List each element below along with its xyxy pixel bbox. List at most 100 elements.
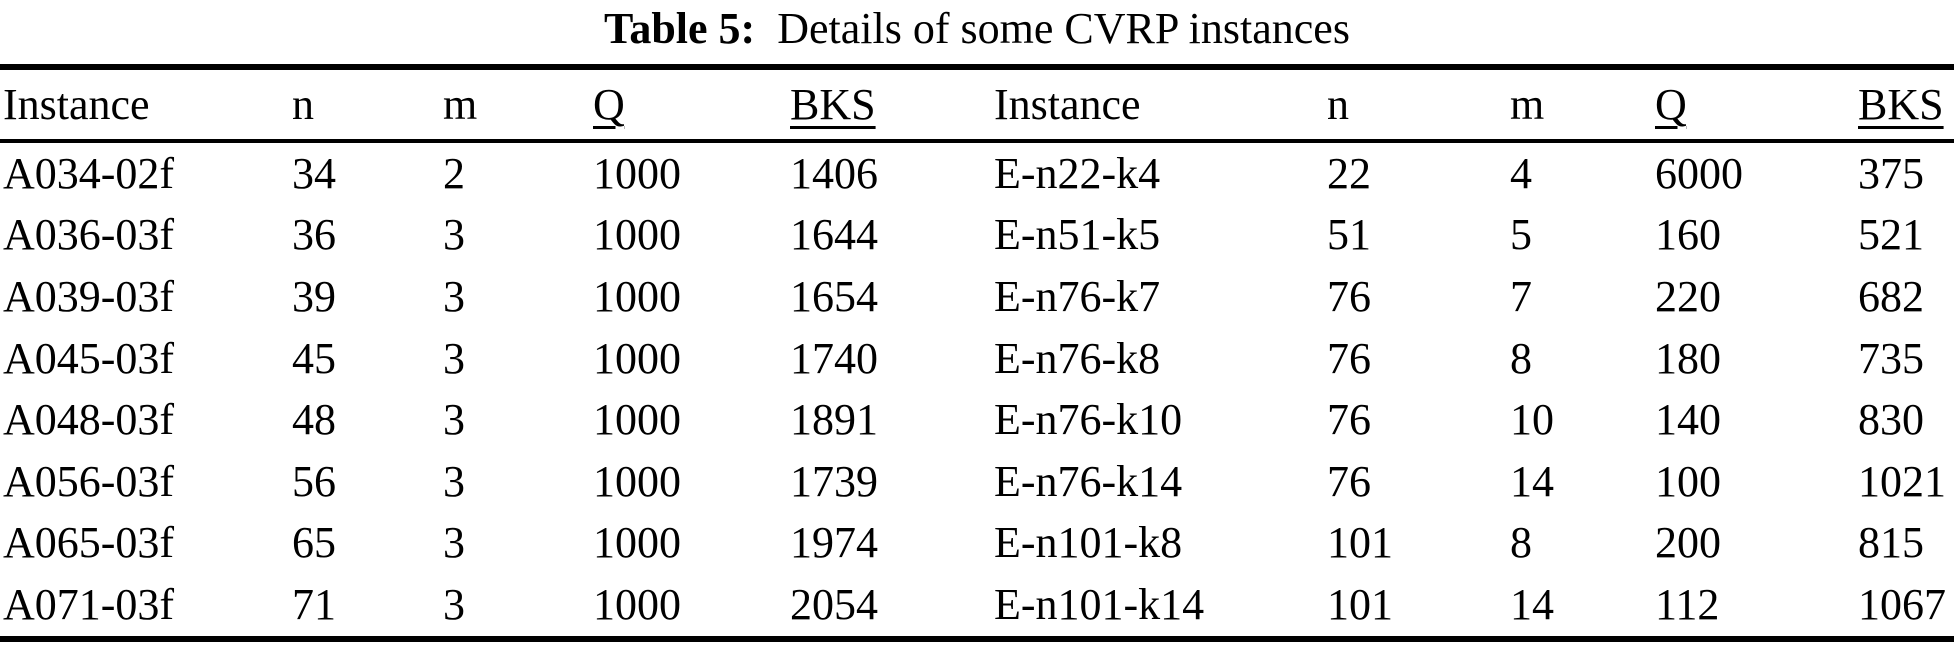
cell-bks-left: 2054 <box>790 579 878 629</box>
cell-q-left: 1000 <box>593 456 681 506</box>
table-row: A034-02f 34 2 1000 1406 E-n22-k4 22 4 6000 375 <box>0 143 1954 205</box>
cell-instance-right: E-n76-k8 <box>994 333 1161 383</box>
column-header-label: n <box>292 79 314 129</box>
cell-n-right: 51 <box>1327 210 1371 260</box>
column-header-m-right: m <box>1510 79 1655 129</box>
cell-instance-right: E-n101-k8 <box>994 518 1183 568</box>
cell-q-right: 140 <box>1655 395 1721 445</box>
cell-bks-left: 1654 <box>790 271 878 321</box>
cell-m-right: 14 <box>1510 456 1554 506</box>
cell-bks-left: 1974 <box>790 518 878 568</box>
cell-m-right: 10 <box>1510 395 1554 445</box>
cell-bks-left: 1739 <box>790 456 878 506</box>
cell-n-right: 101 <box>1327 579 1393 629</box>
table-caption: Table 5: Details of some CVRP instances <box>0 4 1954 54</box>
table-caption-number: Table 5: <box>604 4 756 53</box>
cell-m-left: 3 <box>443 271 465 321</box>
cell-m-left: 3 <box>443 518 465 568</box>
cell-q-right: 6000 <box>1655 148 1743 198</box>
cell-m-right: 4 <box>1510 148 1532 198</box>
cell-bks-left: 1406 <box>790 148 878 198</box>
cell-q-left: 1000 <box>593 395 681 445</box>
column-header-label: m <box>443 79 478 129</box>
column-header-q-left: Q <box>593 79 790 129</box>
cell-q-right: 100 <box>1655 456 1721 506</box>
cell-n-left: 56 <box>292 456 336 506</box>
cell-instance-left: A065-03f <box>3 518 175 568</box>
cell-n-left: 71 <box>292 579 336 629</box>
cell-n-right: 76 <box>1327 333 1371 383</box>
cell-bks-right: 1067 <box>1858 579 1946 629</box>
cell-q-left: 1000 <box>593 271 681 321</box>
column-header-instance-left: Instance <box>0 79 292 129</box>
cell-q-left: 1000 <box>593 333 681 383</box>
cell-bks-left: 1740 <box>790 333 878 383</box>
cell-instance-right: E-n101-k14 <box>994 579 1205 629</box>
column-header-label: Q <box>593 79 625 129</box>
column-header-bks-right: BKS <box>1858 82 1954 127</box>
cell-m-left: 3 <box>443 210 465 260</box>
cell-q-right: 112 <box>1655 579 1720 629</box>
column-header-label: BKS <box>790 79 876 129</box>
cell-q-left: 1000 <box>593 210 681 260</box>
cell-m-right: 8 <box>1510 333 1532 383</box>
cell-n-left: 48 <box>292 395 336 445</box>
cell-m-right: 5 <box>1510 210 1532 260</box>
cell-q-right: 200 <box>1655 518 1721 568</box>
cell-bks-right: 521 <box>1858 210 1924 260</box>
cell-q-left: 1000 <box>593 579 681 629</box>
column-header-label: m <box>1510 79 1545 129</box>
cell-bks-left: 1891 <box>790 395 878 445</box>
column-header-label: n <box>1327 79 1349 129</box>
column-header-bks-left: BKS <box>790 79 994 129</box>
column-header-q-right: Q <box>1655 82 1858 127</box>
column-header-n-right: n <box>1327 79 1510 129</box>
cell-bks-right: 735 <box>1858 333 1924 383</box>
cell-n-right: 76 <box>1327 271 1371 321</box>
cell-instance-right: E-n22-k4 <box>994 148 1161 198</box>
column-header-instance-right: Instance <box>994 82 1327 127</box>
table-row: A071-03f 71 3 1000 2054 E-n101-k14 101 14 112 106… <box>0 574 1954 636</box>
cell-instance-right: E-n76-k7 <box>994 271 1161 321</box>
cell-m-left: 3 <box>443 456 465 506</box>
column-header-m-left: m <box>443 79 593 129</box>
table-row: A036-03f 36 3 1000 1644 E-n51-k5 51 5 160 521 <box>0 205 1954 267</box>
cell-bks-right: 682 <box>1858 271 1924 321</box>
cell-instance-right: E-n51-k5 <box>994 210 1161 260</box>
table-row: A048-03f 48 3 1000 1891 E-n76-k10 76 10 140 830 <box>0 389 1954 451</box>
cell-m-left: 3 <box>443 579 465 629</box>
cell-instance-left: A036-03f <box>3 210 175 260</box>
cell-n-right: 76 <box>1327 395 1371 445</box>
table-row: A039-03f 39 3 1000 1654 E-n76-k7 76 7 220 682 <box>0 266 1954 328</box>
cell-n-right: 76 <box>1327 456 1371 506</box>
cell-m-right: 8 <box>1510 518 1532 568</box>
cell-m-right: 14 <box>1510 579 1554 629</box>
cell-m-left: 3 <box>443 395 465 445</box>
cell-instance-left: A034-02f <box>3 148 175 198</box>
table-header-row: Instance n m Q BKS Instance n m Q BKS <box>0 70 1954 143</box>
table-caption-title: Details of some CVRP instances <box>777 4 1350 53</box>
cell-instance-left: A045-03f <box>3 333 175 383</box>
cell-n-left: 36 <box>292 210 336 260</box>
cell-instance-left: A071-03f <box>3 579 175 629</box>
column-header-n-left: n <box>292 79 443 129</box>
cell-q-right: 160 <box>1655 210 1721 260</box>
cell-n-right: 101 <box>1327 518 1393 568</box>
cell-n-left: 65 <box>292 518 336 568</box>
cell-q-right: 220 <box>1655 271 1721 321</box>
cell-n-right: 22 <box>1327 148 1371 198</box>
cell-m-left: 2 <box>443 148 465 198</box>
cell-instance-left: A039-03f <box>3 271 175 321</box>
cvrp-instances-table: Instance n m Q BKS Instance n m Q BKS A034-02f 34 2 1… <box>0 64 1954 642</box>
cell-m-right: 7 <box>1510 271 1532 321</box>
cell-bks-right: 815 <box>1858 518 1924 568</box>
cell-n-left: 45 <box>292 333 336 383</box>
cell-instance-left: A056-03f <box>3 456 175 506</box>
table-row: A056-03f 56 3 1000 1739 E-n76-k14 76 14 100 1021 <box>0 451 1954 513</box>
cell-q-left: 1000 <box>593 148 681 198</box>
column-header-label: Instance <box>3 79 150 129</box>
cell-instance-right: E-n76-k10 <box>994 395 1183 445</box>
cell-instance-left: A048-03f <box>3 395 175 445</box>
table-row: A045-03f 45 3 1000 1740 E-n76-k8 76 8 180 735 <box>0 328 1954 390</box>
cell-bks-right: 375 <box>1858 148 1924 198</box>
